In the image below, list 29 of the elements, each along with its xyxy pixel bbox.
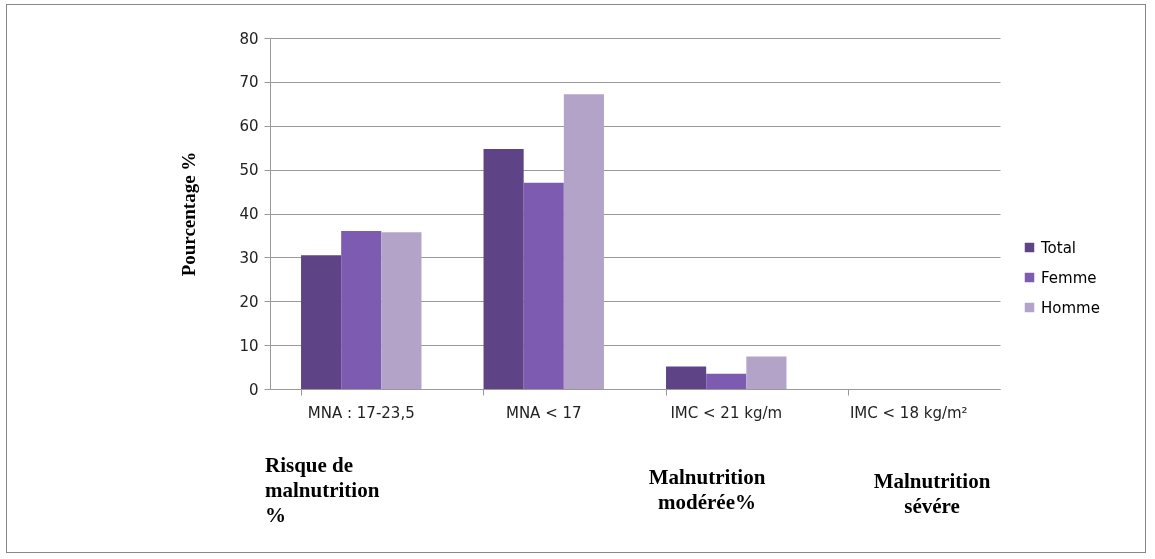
bar bbox=[523, 182, 564, 389]
bar bbox=[341, 231, 382, 389]
legend-label: Homme bbox=[1041, 298, 1100, 317]
bar bbox=[563, 94, 604, 389]
y-tick-label: 50 bbox=[239, 161, 259, 180]
legend-label: Femme bbox=[1041, 268, 1097, 287]
x-tick-label: IMC < 18 kg/m² bbox=[849, 403, 968, 422]
y-axis-title: Pourcentage % bbox=[178, 151, 200, 277]
text: Risque de malnutrition % bbox=[265, 453, 381, 528]
y-tick-label: 70 bbox=[239, 73, 259, 92]
y-tick-label: 30 bbox=[239, 248, 259, 267]
bar bbox=[706, 373, 747, 389]
text: Malnutrition modérée% bbox=[647, 465, 767, 515]
bar bbox=[746, 356, 787, 389]
y-tick-label: 10 bbox=[239, 336, 259, 355]
bar bbox=[301, 255, 342, 389]
text: Malnutrition sévére bbox=[872, 469, 992, 519]
x-tick-label: IMC < 21 kg/m bbox=[670, 403, 783, 422]
y-tick-label: 20 bbox=[239, 292, 259, 311]
x-tick-label: MNA : 17-23,5 bbox=[307, 403, 415, 422]
legend-label: Total bbox=[1040, 238, 1077, 257]
bar bbox=[483, 149, 524, 389]
y-tick-label: 0 bbox=[248, 380, 259, 399]
bar bbox=[381, 232, 422, 389]
y-tick-label: 40 bbox=[239, 205, 259, 223]
bar bbox=[666, 366, 707, 389]
x-tick-label: MNA < 17 bbox=[505, 403, 582, 422]
y-tick-label: 60 bbox=[239, 117, 259, 136]
y-tick-label: 80 bbox=[239, 29, 259, 48]
